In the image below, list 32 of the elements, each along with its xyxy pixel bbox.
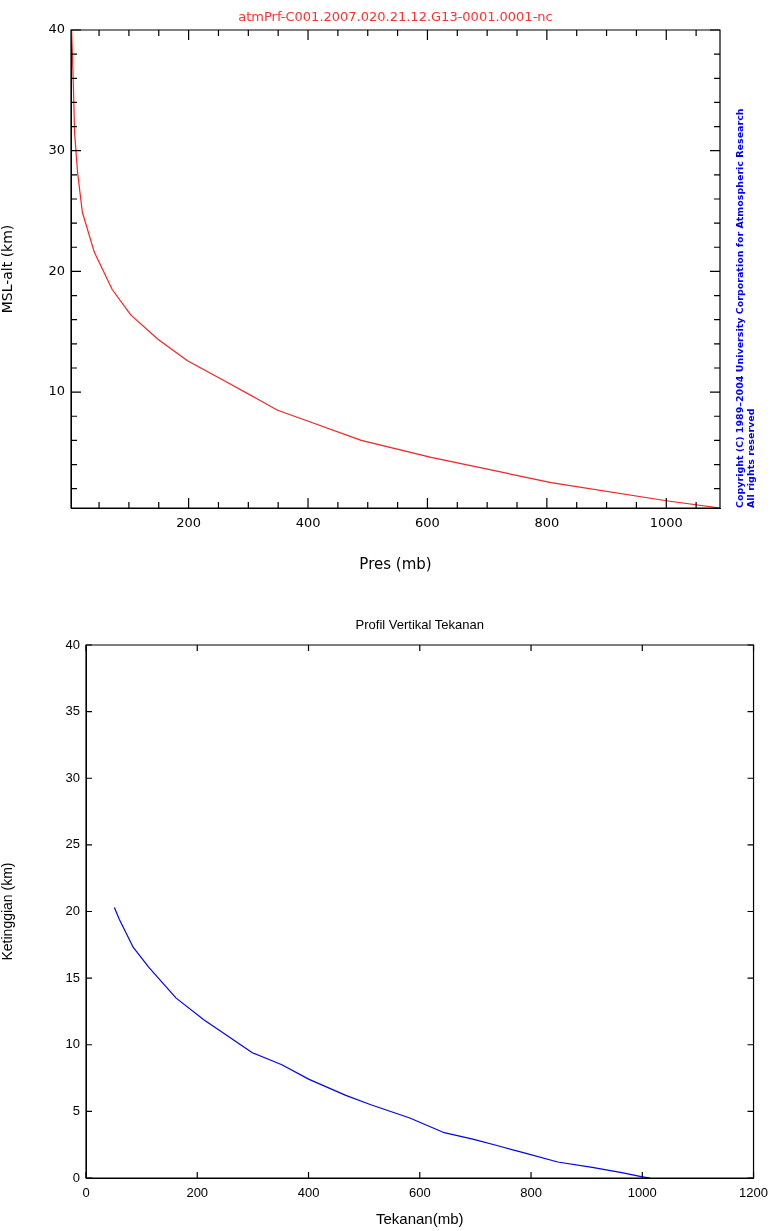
y-tick-label: 10 xyxy=(48,383,65,399)
y-tick-label: 5 xyxy=(72,1102,80,1118)
y-tick-label: 20 xyxy=(65,903,80,919)
x-axis-title: Tekanan(mb) xyxy=(376,1210,464,1228)
y-tick-label: 40 xyxy=(65,636,80,652)
y-tick-label: 30 xyxy=(48,142,65,158)
y-axis-title: Ketinggian (km) xyxy=(0,862,16,961)
y-tick-label: 15 xyxy=(65,969,80,985)
y-tick-label: 30 xyxy=(65,769,80,785)
y-tick-label: 0 xyxy=(72,1169,80,1185)
x-tick-label: 800 xyxy=(534,515,560,531)
chart-title: Profil Vertikal Tekanan xyxy=(355,616,484,632)
x-tick-label: 400 xyxy=(297,1185,320,1201)
x-tick-label: 800 xyxy=(520,1185,542,1201)
x-axis-title: Pres (mb) xyxy=(359,554,432,573)
chart-title: atmPrf-C001.2007.020.21.12.G13-0001.0001-nc xyxy=(238,9,553,25)
copyright-note: Copyright (C) 1989–2004 University Corporation for Atmospheric Research All rights reserved xyxy=(734,107,757,508)
y-tick-label: 20 xyxy=(48,262,65,278)
y-tick-label: 10 xyxy=(65,1036,80,1052)
x-tick-label: 200 xyxy=(186,1185,209,1201)
y-tick-label: 40 xyxy=(48,21,65,37)
x-tick-label: 1000 xyxy=(649,515,683,531)
x-tick-label: 400 xyxy=(295,515,321,531)
x-tick-label: 1200 xyxy=(739,1185,768,1201)
y-tick-label: 25 xyxy=(65,836,80,852)
x-tick-label: 0 xyxy=(82,1185,90,1201)
y-tick-label: 35 xyxy=(65,703,80,719)
x-tick-label: 200 xyxy=(176,515,202,531)
x-tick-label: 600 xyxy=(408,1185,431,1201)
x-tick-label: 600 xyxy=(415,515,440,531)
x-tick-label: 1000 xyxy=(627,1185,657,1201)
y-axis-title: MSL-alt (km) xyxy=(0,224,16,314)
